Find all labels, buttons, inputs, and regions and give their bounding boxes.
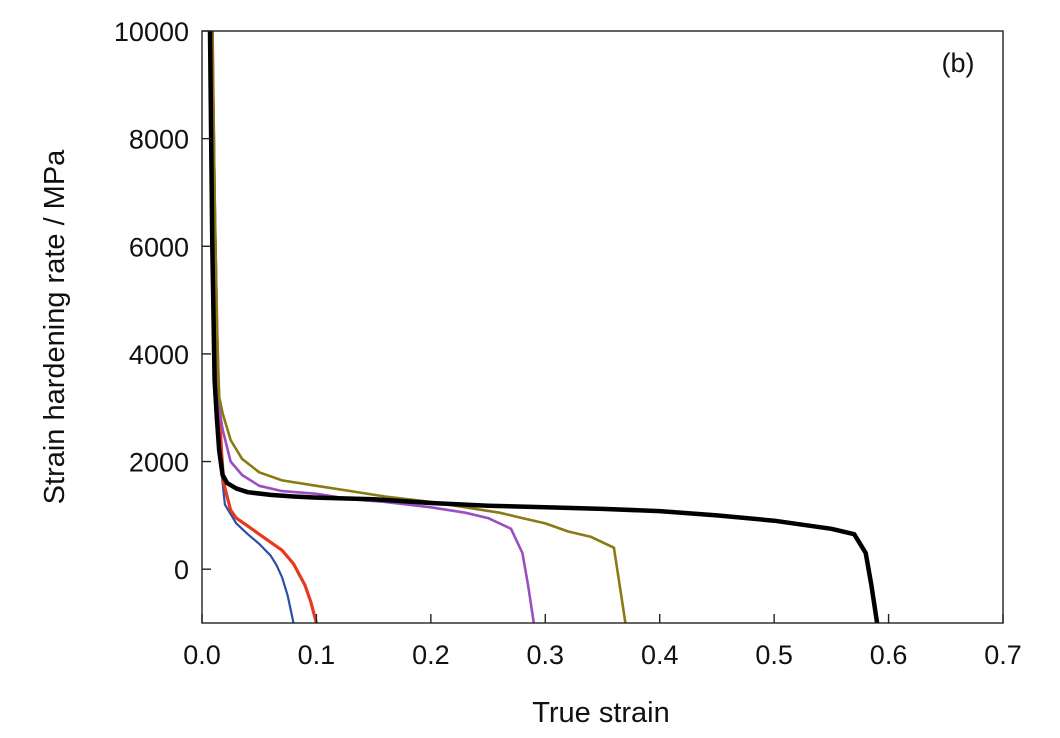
series-layer: [207, 31, 880, 623]
x-tick-label: 0.5: [755, 640, 793, 670]
y-tick-label: 4000: [129, 340, 189, 370]
x-tick-label: 0.4: [641, 640, 679, 670]
y-tick-label: 6000: [129, 232, 189, 262]
x-tick-label: 0.7: [984, 640, 1022, 670]
series-line-4: [211, 31, 627, 623]
x-tick-label: 0.1: [298, 640, 336, 670]
series-line-3: [211, 31, 536, 623]
x-tick-label: 0.3: [527, 640, 565, 670]
x-tick-label: 0.0: [183, 640, 221, 670]
x-tick-label: 0.6: [870, 640, 908, 670]
y-tick-label: 2000: [129, 448, 189, 478]
y-tick-label: 8000: [129, 125, 189, 155]
y-tick-label: 10000: [114, 17, 189, 47]
panel-label: (b): [942, 48, 975, 78]
y-tick-label: 0: [174, 555, 189, 585]
series-line-2: [210, 31, 318, 623]
y-axis-title: Strain hardening rate / MPa: [39, 149, 71, 505]
series-line-1: [211, 31, 295, 623]
plot-frame: [201, 30, 1004, 624]
x-tick-label: 0.2: [412, 640, 450, 670]
series-line-5: [207, 31, 880, 623]
x-axis-title: True strain: [532, 697, 670, 729]
ticks-layer: 0.0 0.1 0.2 0.3 0.4 0.5 0.6 0.7 0 2000 4000 6000 800…: [114, 17, 1022, 670]
